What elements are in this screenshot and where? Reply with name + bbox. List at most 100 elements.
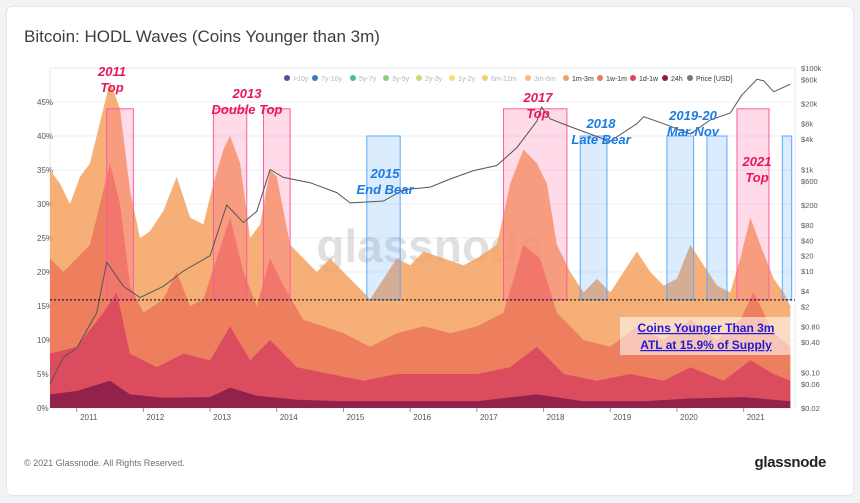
note-line-1: Coins Younger Than 3m xyxy=(638,321,775,335)
y-right-tick-label: $600 xyxy=(801,177,818,186)
legend-swatch xyxy=(630,75,636,81)
annotation-box xyxy=(262,108,291,301)
annotation-box xyxy=(503,108,568,301)
y-right-tick-label: $60k xyxy=(801,75,818,84)
legend-label: 6m-12m xyxy=(491,76,517,83)
annotation-label: 2015 xyxy=(370,166,401,181)
annotation-sublabel: Double Top xyxy=(211,102,282,117)
y-left-tick-label: 30% xyxy=(37,200,53,209)
y-right-tick-label: $0.80 xyxy=(801,323,820,332)
legend-label: 24h xyxy=(671,76,683,83)
y-left-tick-label: 0% xyxy=(37,404,49,413)
y-right-tick-label: $0.40 xyxy=(801,338,820,347)
annotation-box xyxy=(706,135,728,301)
band-1d-1w xyxy=(50,292,791,408)
band-24h xyxy=(50,380,791,408)
y-left-tick-label: 35% xyxy=(37,166,53,175)
annotation-box xyxy=(666,135,695,301)
annotation-label: 2018 xyxy=(586,116,617,131)
copyright-text: © 2021 Glassnode. All Rights Reserved. xyxy=(24,458,185,468)
annotation-label: 2013 xyxy=(232,86,263,101)
legend-label: 1m-3m xyxy=(572,76,594,83)
legend-label: 5y-7y xyxy=(359,76,377,83)
legend-label: 1y-2y xyxy=(458,76,476,83)
annotation-box xyxy=(212,108,248,301)
annotation-box xyxy=(366,135,401,301)
annotation-box xyxy=(106,108,134,301)
y-right-tick-label: $0.10 xyxy=(801,369,820,378)
annotation-sublabel: Top xyxy=(100,80,123,95)
x-tick-label: 2014 xyxy=(280,413,298,422)
y-left-tick-label: 5% xyxy=(37,370,49,379)
legend-swatch xyxy=(662,75,668,81)
legend-label: 1d-1w xyxy=(639,76,659,83)
y-left-tick-label: 45% xyxy=(37,98,53,107)
x-tick-label: 2012 xyxy=(146,413,164,422)
x-tick-label: 2015 xyxy=(347,413,365,422)
y-left-tick-label: 10% xyxy=(37,336,53,345)
x-tick-label: 2018 xyxy=(547,413,565,422)
y-right-tick-label: $100k xyxy=(801,64,822,73)
y-right-tick-label: $2 xyxy=(801,302,809,311)
annotation-sublabel: Mar-Nov xyxy=(667,124,720,139)
legend-swatch xyxy=(284,75,290,81)
annotation-label: 2019-20 xyxy=(668,108,717,123)
legend-swatch xyxy=(312,75,318,81)
annotation-label: 2011 xyxy=(97,64,126,79)
legend-swatch xyxy=(597,75,603,81)
y-left-tick-label: 15% xyxy=(37,302,53,311)
x-tick-label: 2017 xyxy=(480,413,498,422)
legend-swatch xyxy=(449,75,455,81)
y-right-tick-label: $80 xyxy=(801,221,814,230)
annotation-box xyxy=(781,135,793,301)
legend-label: 3m-6m xyxy=(534,76,556,83)
legend-swatch xyxy=(383,75,389,81)
legend-swatch xyxy=(687,75,693,81)
x-tick-label: 2016 xyxy=(413,413,431,422)
note-box xyxy=(620,317,792,355)
x-tick-label: 2020 xyxy=(680,413,698,422)
legend-label: Price [USD] xyxy=(696,76,733,83)
y-right-tick-label: $20k xyxy=(801,99,818,108)
note-line-2: ATL at 15.9% of Supply xyxy=(640,338,772,352)
y-right-tick-label: $8k xyxy=(801,120,813,129)
y-right-tick-label: $4 xyxy=(801,287,809,296)
chart-title: Bitcoin: HODL Waves (Coins Younger than … xyxy=(24,27,380,46)
annotation-label: 2017 xyxy=(523,90,554,105)
legend-label: 1w-1m xyxy=(606,76,627,83)
annotation-sublabel: Top xyxy=(526,106,549,121)
legend-label: >10y xyxy=(293,76,309,83)
annotation-sublabel: Top xyxy=(745,170,768,185)
legend-swatch xyxy=(482,75,488,81)
x-tick-label: 2013 xyxy=(213,413,231,422)
y-right-tick-label: $1k xyxy=(801,166,813,175)
y-left-tick-label: 20% xyxy=(37,268,53,277)
y-left-tick-label: 40% xyxy=(37,132,53,141)
x-tick-label: 2021 xyxy=(747,413,765,422)
y-right-tick-label: $0.06 xyxy=(801,380,820,389)
legend-swatch xyxy=(416,75,422,81)
annotation-label: 2021 xyxy=(742,154,772,169)
legend-label: 2y-3y xyxy=(425,76,443,83)
annotation-box xyxy=(579,135,608,301)
x-tick-label: 2019 xyxy=(613,413,631,422)
y-right-tick-label: $200 xyxy=(801,201,818,210)
annotation-box xyxy=(736,108,770,301)
x-tick-label: 2011 xyxy=(80,413,98,422)
legend-swatch xyxy=(350,75,356,81)
y-right-tick-label: $20 xyxy=(801,252,814,261)
y-right-tick-label: $40 xyxy=(801,236,814,245)
legend-swatch xyxy=(525,75,531,81)
brand-logo: glassnode xyxy=(754,454,827,471)
annotation-sublabel: End Bear xyxy=(356,182,414,197)
legend-label: 3y-5y xyxy=(392,76,410,83)
legend-label: 7y-10y xyxy=(321,76,343,83)
y-right-tick-label: $0.02 xyxy=(801,404,820,413)
legend-swatch xyxy=(563,75,569,81)
price-line xyxy=(49,78,791,385)
y-right-tick-label: $10 xyxy=(801,267,814,276)
y-right-tick-label: $4k xyxy=(801,135,813,144)
y-left-tick-label: 25% xyxy=(37,234,53,243)
annotation-sublabel: Late Bear xyxy=(571,132,631,147)
